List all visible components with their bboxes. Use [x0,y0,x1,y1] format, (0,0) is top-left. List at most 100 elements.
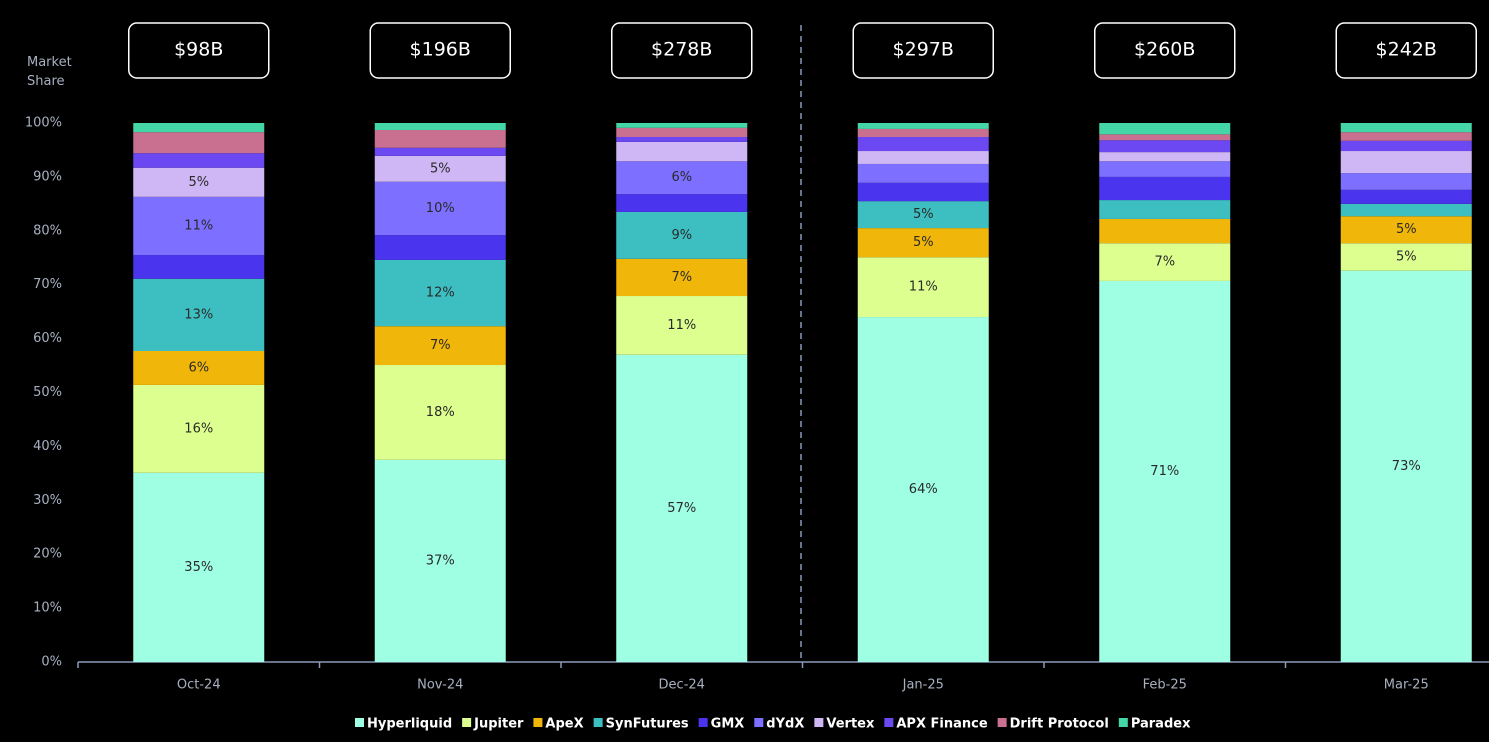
bar-segment [857,123,989,129]
bar-segment [374,181,506,236]
data-label: 7% [430,338,451,353]
bar-segment [616,127,748,138]
data-label: 57% [667,501,696,516]
data-label: 16% [184,421,213,436]
data-label: 5% [913,235,934,250]
y-tick-label: 30% [33,493,62,508]
total-label: $260B [1134,39,1195,61]
bar-segment [1340,203,1472,217]
bar-segment [133,384,265,473]
bar-segment [1099,152,1231,162]
y-tick-label: 90% [33,169,62,184]
data-label: 5% [430,161,451,176]
bar-segment [616,123,748,128]
total-box [1094,22,1236,79]
data-label: 11% [667,318,696,333]
bar-segment [616,161,748,195]
total-label: $278B [651,39,712,61]
bar-segment [1340,151,1472,174]
total-box [611,22,753,79]
bar-segment [1340,123,1472,133]
bar-segment [857,228,989,258]
data-label: 5% [188,175,209,190]
y-tick-label: 100% [25,116,62,131]
legend-label: Hyperliquid [367,717,452,732]
legend-label: ApeX [545,717,583,732]
y-tick-label: 0% [41,655,62,670]
bar-segment [133,278,265,351]
bar-segment [1099,161,1231,177]
legend-swatch [462,718,472,727]
bar-segment [1340,132,1472,141]
data-label: 35% [184,560,213,575]
bar-segment [1099,280,1231,662]
bar-segment [1099,140,1231,153]
x-tick-label: Feb-25 [1143,678,1187,693]
x-tick-label: Jan-25 [902,678,944,693]
legend-label: Drift Protocol [1010,717,1109,732]
bar-segment [857,182,989,202]
legend-label: Paradex [1131,717,1191,732]
legend-swatch [1118,718,1128,727]
legend-swatch [698,718,708,727]
total-label: $196B [410,39,471,61]
y-tick-label: 10% [33,601,62,616]
bar-segment [1099,200,1231,219]
bar-segment [1099,123,1231,135]
data-label: 71% [1150,464,1179,479]
legend-label: dYdX [766,717,804,732]
bar-segment [133,167,265,197]
legend-swatch [754,718,764,727]
bar-segment [1340,243,1472,271]
bar-segment [374,130,506,148]
y-tick-label: 70% [33,277,62,292]
bar-segment [857,317,989,662]
bar-segment [1340,270,1472,662]
bar-segment [133,472,265,662]
total-box [852,22,994,79]
legend-label: GMX [711,717,745,732]
bar-segment [857,128,989,138]
legend-label: Jupiter [473,717,524,732]
data-label: 5% [1396,222,1417,237]
data-label: 6% [671,170,692,185]
bar-segment [133,153,265,168]
bar-segment [1099,134,1231,141]
bar-segment [616,296,748,355]
bar-segment [857,257,989,318]
data-label: 6% [188,360,209,375]
y-axis-title-line: Share [27,74,65,89]
bar-segment [133,255,265,279]
total-label: $98B [174,39,223,61]
data-label: 11% [909,280,938,295]
bar-segment [616,194,748,212]
bar-segment [857,151,989,164]
bar-segment [1099,243,1231,281]
y-axis-title-line: Market [27,55,72,70]
total-box [369,22,511,79]
y-tick-label: 60% [33,331,62,346]
x-tick-label: Dec-24 [659,678,705,693]
y-axis-title: Market Share [27,55,72,89]
bar-segment [1099,218,1231,244]
total-box [128,22,270,79]
bar-segment [133,123,265,133]
bar-segment [374,147,506,156]
data-label: 13% [184,307,213,322]
legend-swatch [593,718,603,727]
data-label: 18% [426,405,455,420]
y-tick-label: 40% [33,439,62,454]
data-label: 9% [671,228,692,243]
x-tick-label: Oct-24 [177,678,221,693]
bar-segment [1340,140,1472,152]
total-label: $242B [1376,39,1437,61]
bar-segment [616,258,748,297]
y-tick-label: 80% [33,223,62,238]
data-label: 10% [426,201,455,216]
total-box [1335,22,1477,79]
legend-label: SynFutures [606,717,689,732]
bar-segment [133,350,265,385]
x-tick-label: Nov-24 [417,678,463,693]
legend-swatch [533,718,543,727]
data-label: 7% [1154,255,1175,270]
